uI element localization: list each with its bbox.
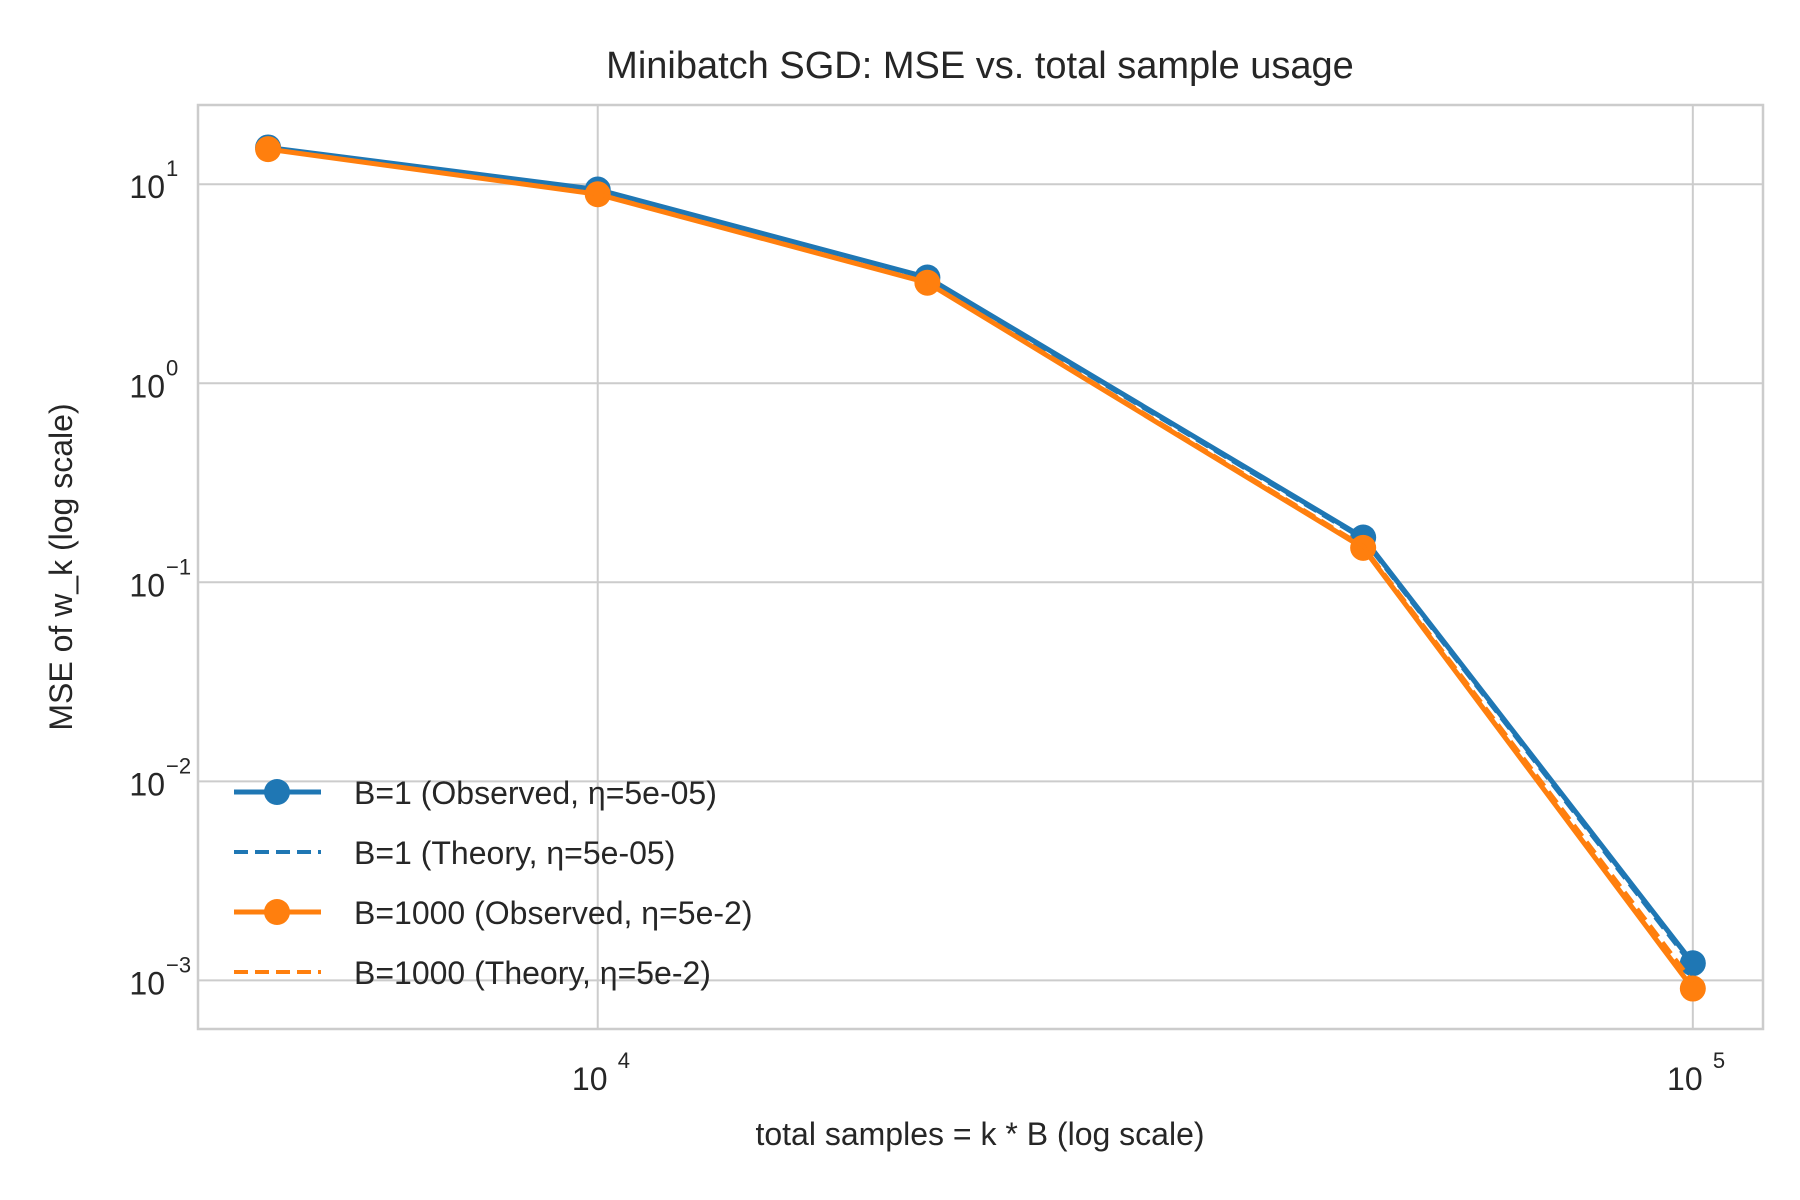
y-tick-label: 10 bbox=[129, 169, 165, 205]
legend-marker bbox=[264, 779, 290, 805]
x-tick-label: 10 bbox=[1667, 1061, 1703, 1097]
grid bbox=[198, 105, 1763, 1029]
y-tick-exponent: −1 bbox=[166, 554, 191, 579]
y-tick-exponent: 0 bbox=[166, 355, 178, 380]
series-line-4 bbox=[267, 147, 1695, 984]
chart-title: Minibatch SGD: MSE vs. total sample usag… bbox=[606, 45, 1354, 87]
y-tick-label: 10 bbox=[129, 368, 165, 404]
y-tick-exponent: −2 bbox=[166, 753, 191, 778]
y-tick-exponent: −3 bbox=[166, 952, 191, 977]
y-tick-label: 10 bbox=[129, 766, 165, 802]
plot-area-frame bbox=[196, 103, 1765, 1031]
legend-label: B=1000 (Theory, η=5e-2) bbox=[354, 955, 711, 991]
legend-label: B=1000 (Observed, η=5e-2) bbox=[354, 895, 752, 931]
data-point bbox=[1679, 975, 1706, 1002]
x-tick-exponent: 5 bbox=[1713, 1048, 1725, 1073]
data-point bbox=[584, 181, 611, 208]
x-axis-label: total samples = k * B (log scale) bbox=[755, 1116, 1204, 1152]
x-tick-label: 10 bbox=[572, 1061, 608, 1097]
x-tick-exponent: 4 bbox=[618, 1048, 630, 1073]
legend-marker bbox=[264, 899, 290, 925]
y-tick-label: 10 bbox=[129, 965, 165, 1001]
y-axis-label: MSE of w_k (log scale) bbox=[43, 403, 79, 730]
series-lines bbox=[255, 134, 1706, 1002]
legend-label: B=1 (Observed, η=5e-05) bbox=[354, 775, 717, 811]
legend: B=1 (Observed, η=5e-05) B=1 (Theory, η=5e… bbox=[234, 775, 752, 991]
y-tick-exponent: 1 bbox=[166, 156, 178, 181]
y-tick-label: 10 bbox=[129, 567, 165, 603]
legend-label: B=1 (Theory, η=5e-05) bbox=[354, 835, 675, 871]
